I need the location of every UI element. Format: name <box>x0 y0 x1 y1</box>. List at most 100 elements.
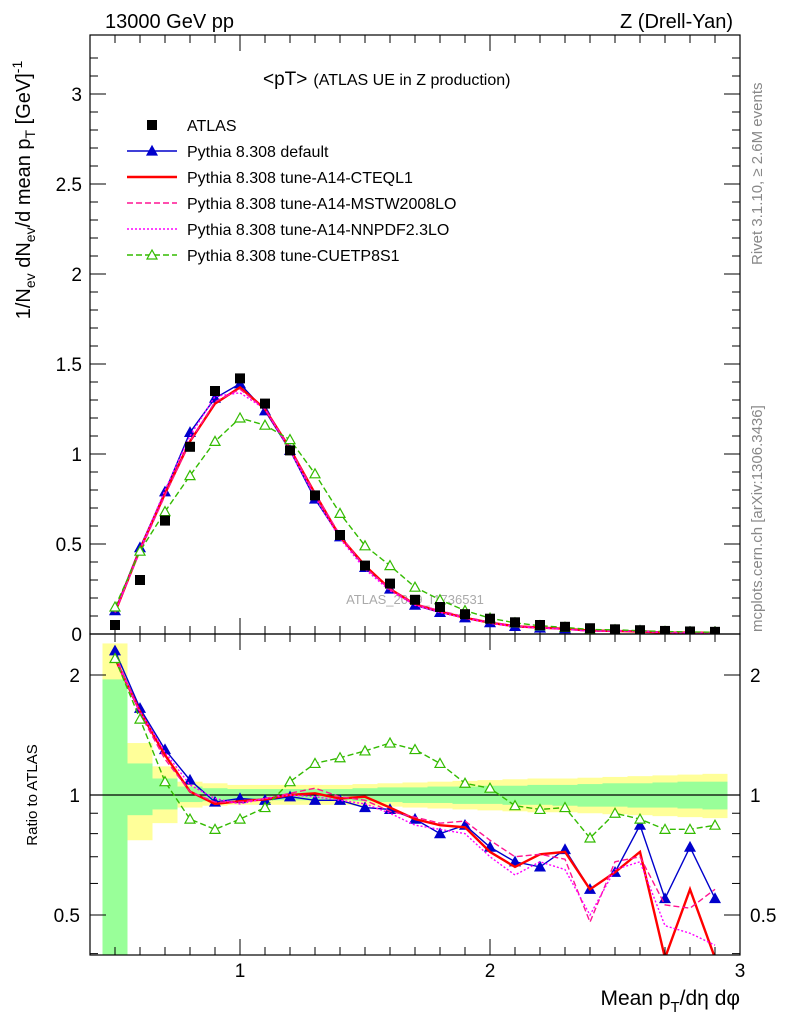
top-data-point <box>660 625 670 634</box>
chart-title-main: <pT> <box>263 69 307 90</box>
legend-label: Pythia 8.308 tune-A14-CTEQL1 <box>187 170 413 187</box>
top-series-0 <box>110 373 720 634</box>
ratio-data-point <box>308 794 322 805</box>
top-y-tick-label: 1 <box>71 445 82 466</box>
rivet-version-label: Rivet 3.1.10, ≥ 2.6M events <box>749 83 766 266</box>
ratio-data-point <box>408 743 422 755</box>
top-data-point <box>258 418 272 430</box>
x-axis-label: Mean pT/dη dφ <box>600 987 740 1016</box>
ratio-data-point <box>633 818 647 830</box>
ratio-data-point <box>358 801 372 813</box>
legend-swatch-marker <box>147 120 157 130</box>
top-data-point <box>308 467 322 479</box>
top-data-point <box>510 617 520 628</box>
top-data-point <box>435 602 445 612</box>
legend-label: Pythia 8.308 tune-A14-MSTW2008LO <box>187 196 456 213</box>
top-data-point <box>585 623 595 634</box>
top-y-tick-label: 3 <box>71 85 82 106</box>
top-data-point <box>110 620 120 630</box>
ratio-data-point <box>433 827 447 839</box>
ratio-y-tick-label-right: 2 <box>750 666 761 687</box>
ratio-data-point <box>258 801 272 813</box>
ratio-data-point <box>208 823 222 834</box>
top-data-point <box>560 621 570 632</box>
mcplots-label: mcplots.cern.ch [arXiv:1306.3436] <box>749 405 766 632</box>
ratio-data-point <box>533 860 547 872</box>
legend-item-5: Pythia 8.308 tune-CUETP8S1 <box>127 248 400 265</box>
ratio-series-line <box>114 658 716 946</box>
ratio-data-point <box>433 757 447 769</box>
legend-swatch-marker <box>145 248 159 260</box>
top-y-axis-label: 1/Nev dNev/d mean pT [GeV]-1 <box>9 61 38 320</box>
ratio-data-point <box>233 812 247 824</box>
legend-label: ATLAS <box>187 118 237 135</box>
ratio-series-2 <box>114 654 716 924</box>
top-data-point <box>535 620 545 630</box>
ratio-data-point <box>308 757 322 769</box>
top-data-point <box>210 386 220 396</box>
ratio-y-tick-label: 1 <box>69 786 80 807</box>
ratio-data-point <box>583 831 597 843</box>
legend-label: Pythia 8.308 default <box>187 144 329 161</box>
top-data-point <box>333 507 347 519</box>
ratio-panel: 0.5 0.5 1 1 2 2 1 2 3 <box>54 633 776 982</box>
ratio-data-point <box>108 652 122 664</box>
top-y-tick-label: 2.5 <box>56 175 82 196</box>
ratio-data-point <box>533 803 547 815</box>
ratio-y-axis-label: Ratio to ATLAS <box>24 744 41 845</box>
top-data-point <box>108 600 122 612</box>
top-data-point <box>133 544 147 556</box>
ratio-data-point <box>658 823 672 834</box>
top-y-tick-label: 0.5 <box>56 535 82 556</box>
ratio-data-point <box>133 712 147 724</box>
green-band-bin <box>177 786 203 803</box>
legend-item-4: Pythia 8.308 tune-A14-NNPDF2.3LO <box>127 222 449 239</box>
top-data-point <box>610 624 620 634</box>
top-data-point <box>183 469 197 481</box>
top-data-point <box>485 613 495 624</box>
green-band-bin <box>127 763 153 816</box>
top-series-4 <box>114 392 716 634</box>
top-data-point <box>360 560 370 571</box>
top-data-point <box>685 626 695 634</box>
top-data-point <box>358 539 372 551</box>
ratio-series-3 <box>114 658 716 946</box>
ratio-data-point <box>508 799 522 811</box>
x-tick-label: 3 <box>735 961 746 982</box>
legend: ATLAS Pythia 8.308 default Pythia 8.308 tu… <box>127 118 456 265</box>
legend-item-2: Pythia 8.308 tune-A14-CTEQL1 <box>127 170 413 187</box>
top-data-point <box>635 625 645 634</box>
ratio-data-point <box>183 773 197 785</box>
legend-swatch-marker <box>145 144 159 156</box>
legend-label: Pythia 8.308 tune-CUETP8S1 <box>187 248 400 265</box>
header-left: 13000 GeV pp <box>105 11 234 33</box>
top-data-point <box>460 609 470 620</box>
top-data-point <box>385 578 395 589</box>
ratio-series-line <box>114 654 716 924</box>
x-tick-label: 2 <box>485 961 496 982</box>
legend-item-3: Pythia 8.308 tune-A14-MSTW2008LO <box>127 196 456 213</box>
ratio-y-tick-label: 2 <box>69 666 80 687</box>
ratio-data-point <box>608 807 622 818</box>
ratio-data-point <box>383 736 397 748</box>
ratio-series-0 <box>108 644 722 904</box>
ratio-data-point <box>158 775 172 787</box>
top-data-point <box>260 398 270 409</box>
ratio-data-point <box>333 751 347 763</box>
top-data-point <box>208 435 222 446</box>
top-y-tick-label: 2 <box>71 265 82 286</box>
ratio-y-tick-label: 0.5 <box>54 906 80 927</box>
x-tick-label: 1 <box>235 961 246 982</box>
top-series-line <box>114 392 716 634</box>
ratio-series-line <box>113 657 716 955</box>
ratio-series-1 <box>113 657 716 955</box>
legend-item-1: Pythia 8.308 default <box>127 144 329 161</box>
ratio-y-tick-label-right: 0.5 <box>750 906 776 927</box>
ratio-series-line <box>114 650 716 901</box>
legend-label: Pythia 8.308 tune-A14-NNPDF2.3LO <box>187 222 449 239</box>
ratio-data-point <box>633 812 647 824</box>
ratio-data-point <box>683 840 697 852</box>
ratio-data-point <box>558 801 572 813</box>
top-data-point <box>408 580 422 592</box>
